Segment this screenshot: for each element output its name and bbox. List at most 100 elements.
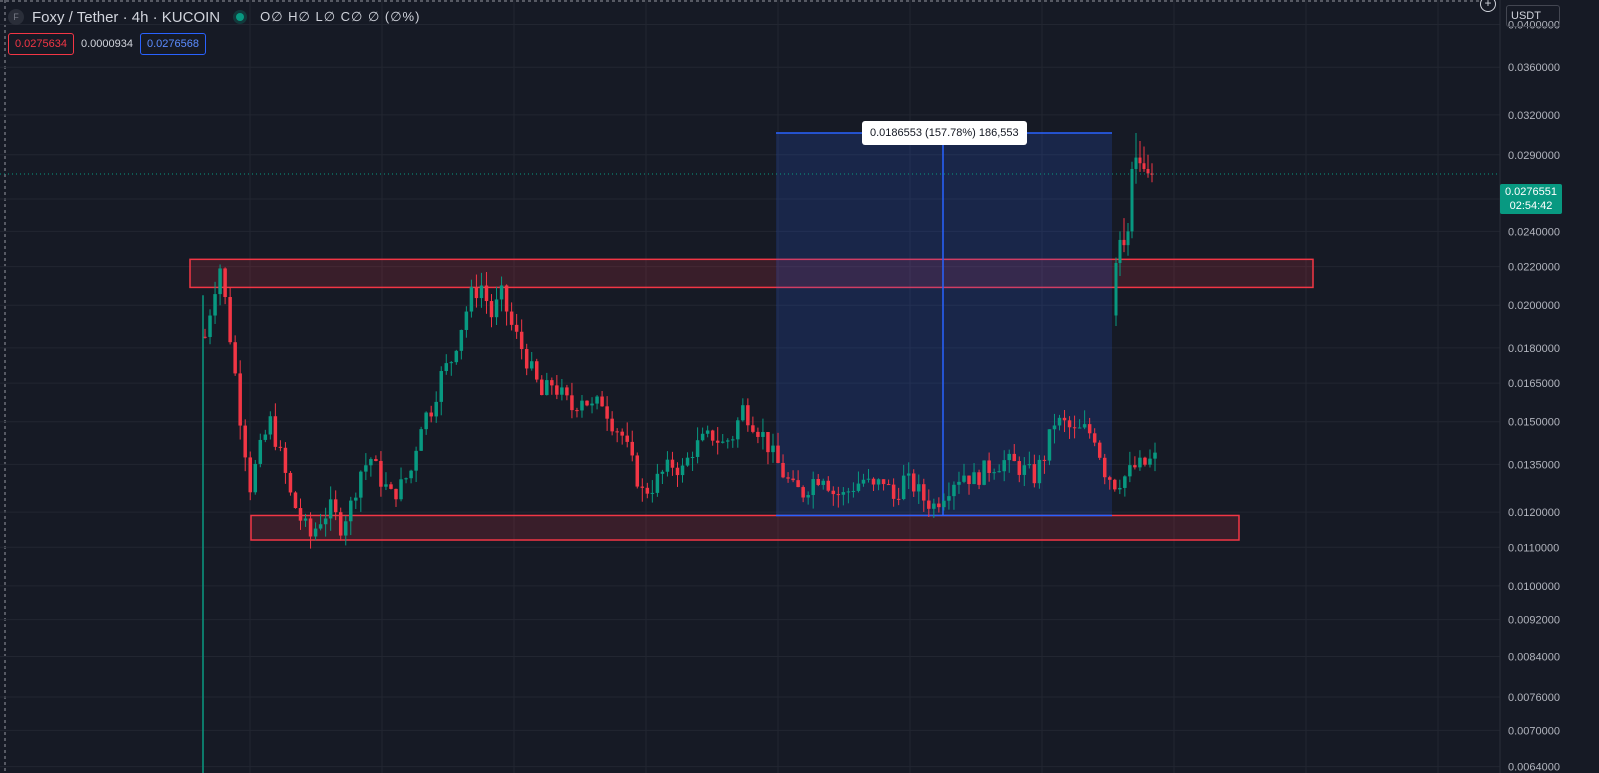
candle-body <box>419 429 423 451</box>
candle-body <box>866 478 871 480</box>
candle-body <box>741 405 745 421</box>
candle-body <box>600 396 604 407</box>
candle-body <box>514 324 519 332</box>
candle-body <box>1072 427 1077 429</box>
candle-body <box>439 371 443 402</box>
candle-body <box>228 297 232 343</box>
candle-body <box>298 508 303 521</box>
candle-body <box>917 484 921 492</box>
candle-body <box>605 406 609 419</box>
buy-price-button[interactable]: 0.0276568 <box>140 33 206 55</box>
candle-body <box>620 431 624 436</box>
candle-body <box>710 430 715 441</box>
candle-body <box>338 512 343 536</box>
candle-body <box>213 294 217 316</box>
price-axis[interactable]: 0.0400000 0.0360000 0.0320000 0.0290000 0.02… <box>1508 20 1560 773</box>
price-range-measure[interactable] <box>776 132 1112 517</box>
candle-body <box>726 440 730 442</box>
candle-body <box>997 471 1001 473</box>
candle-body <box>550 380 554 386</box>
candle-body <box>776 445 780 463</box>
candle-body <box>952 484 956 497</box>
symbol-icon[interactable]: F <box>8 9 24 25</box>
candle-body <box>349 500 353 522</box>
candle-body <box>313 528 318 537</box>
candle-body <box>911 473 916 492</box>
candle-body <box>685 457 690 466</box>
candle-body <box>1092 433 1097 443</box>
candle-body <box>846 491 851 493</box>
candle-body <box>977 472 981 485</box>
candle-body <box>831 490 836 495</box>
candle-body <box>1126 231 1130 246</box>
candle-body <box>650 492 655 494</box>
candle-body <box>359 471 363 498</box>
ohlc-values: O∅ H∅ L∅ C∅ ∅ (∅%) <box>260 9 421 24</box>
candle-body <box>524 349 529 369</box>
candle-body <box>268 416 273 435</box>
candle-body <box>1032 464 1037 484</box>
candle-body <box>243 425 247 458</box>
candle-body <box>836 494 841 496</box>
support-zone <box>250 514 1240 541</box>
candle-body <box>746 405 750 426</box>
candle-body <box>1148 458 1152 465</box>
candle-body <box>942 500 946 508</box>
candle-body <box>610 418 614 432</box>
price-tick-label: 0.0084000 <box>1508 652 1560 664</box>
candle-body <box>570 395 574 411</box>
sell-price-button[interactable]: 0.0275634 <box>8 33 74 55</box>
candle-body <box>906 473 911 476</box>
measure-area <box>776 133 1112 516</box>
candle-body <box>670 459 675 468</box>
candle-body <box>715 440 720 443</box>
candle-body <box>434 401 438 417</box>
price-tick-label: 0.0180000 <box>1508 343 1560 355</box>
candle-body <box>323 518 328 525</box>
candle-body <box>1130 168 1134 232</box>
candle-body <box>258 439 263 464</box>
candle-body <box>293 492 298 509</box>
candle-body <box>389 484 393 489</box>
candle-body <box>957 481 961 485</box>
candle-body <box>253 463 258 493</box>
candle-body <box>555 385 559 395</box>
candle-body <box>328 499 333 519</box>
candle-body <box>308 518 313 537</box>
candle-body <box>886 484 891 486</box>
candle-body <box>248 457 252 493</box>
symbol-title[interactable]: Foxy / Tether · 4h · KUCOIN <box>32 8 221 26</box>
candle-body <box>796 480 800 488</box>
candle-body <box>801 487 805 498</box>
candle-body <box>484 285 489 302</box>
currency-selector[interactable]: USDT <box>1506 5 1560 27</box>
candle-body <box>1146 168 1150 174</box>
price-tick-label: 0.0064000 <box>1508 762 1560 773</box>
candle-body <box>379 460 383 487</box>
candle-body <box>987 460 991 473</box>
candle-body <box>1077 427 1082 429</box>
candle-body <box>444 363 449 372</box>
candle-body <box>459 329 464 351</box>
candle-body <box>947 496 951 501</box>
spread-value: 0.0000934 <box>81 38 133 50</box>
candle-body <box>680 465 685 476</box>
candle-body <box>992 472 996 474</box>
candle-body <box>660 471 665 474</box>
candle-body <box>529 361 534 369</box>
candle-body <box>429 412 433 417</box>
candle-body <box>625 435 629 442</box>
candle-body <box>1143 457 1147 465</box>
candle-body <box>821 480 826 485</box>
candle-body <box>1007 453 1011 461</box>
candle-body <box>233 342 237 374</box>
candle-body <box>580 400 584 411</box>
candle-body <box>1057 417 1062 426</box>
price-tick-label: 0.0070000 <box>1508 725 1560 737</box>
candle-body <box>1087 424 1092 434</box>
add-plus-icon[interactable]: + <box>1480 0 1496 12</box>
candle-body <box>474 287 479 299</box>
candle-body <box>404 478 408 480</box>
price-tick-label: 0.0165000 <box>1508 378 1560 390</box>
